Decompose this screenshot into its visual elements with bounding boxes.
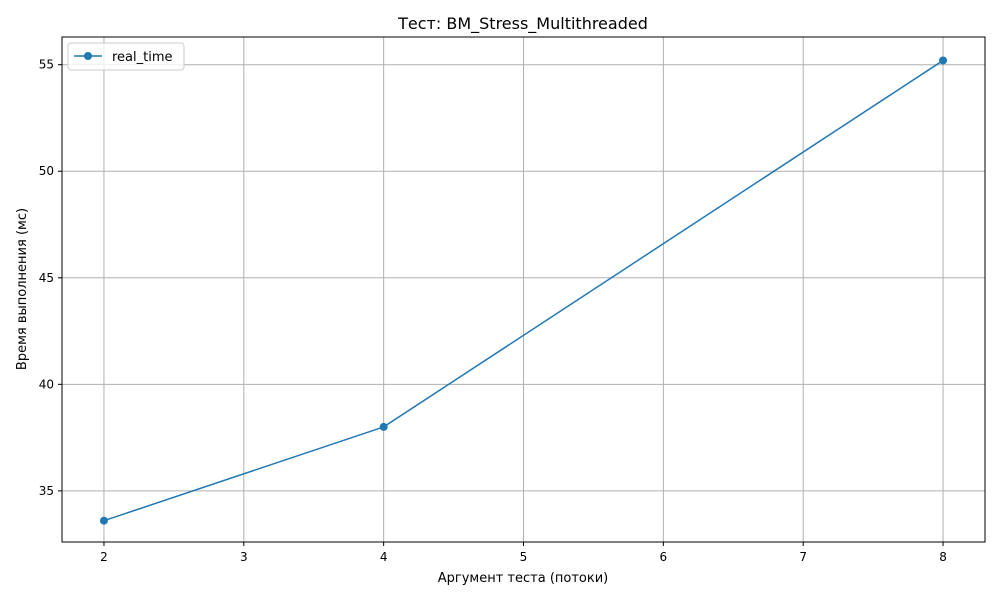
x-tick-label: 5 [520, 550, 528, 564]
chart-title: Тест: BM_Stress_Multithreaded [397, 14, 648, 34]
data-point [99, 516, 108, 525]
legend: real_time [67, 42, 185, 71]
x-tick-label: 6 [660, 550, 668, 564]
grid [62, 37, 985, 542]
series-layer [99, 56, 948, 525]
y-tick-label: 50 [39, 164, 54, 178]
legend-label: real_time [112, 50, 173, 65]
y-axis-label: Время выполнения (мс) [15, 208, 30, 370]
data-point [939, 56, 948, 65]
y-tick-label: 40 [39, 377, 54, 391]
y-tick-label: 45 [39, 271, 54, 285]
legend-marker [84, 52, 92, 60]
y-tick-label: 55 [39, 58, 54, 72]
x-tick-label: 7 [799, 550, 807, 564]
x-tick-label: 3 [240, 550, 248, 564]
legend-box [67, 42, 185, 71]
x-tick-label: 8 [939, 550, 947, 564]
x-tick-label: 2 [100, 550, 108, 564]
x-tick-label: 4 [380, 550, 388, 564]
x-axis-label: Аргумент теста (потоки) [438, 571, 609, 586]
y-tick-label: 35 [39, 484, 54, 498]
data-point [379, 422, 388, 431]
